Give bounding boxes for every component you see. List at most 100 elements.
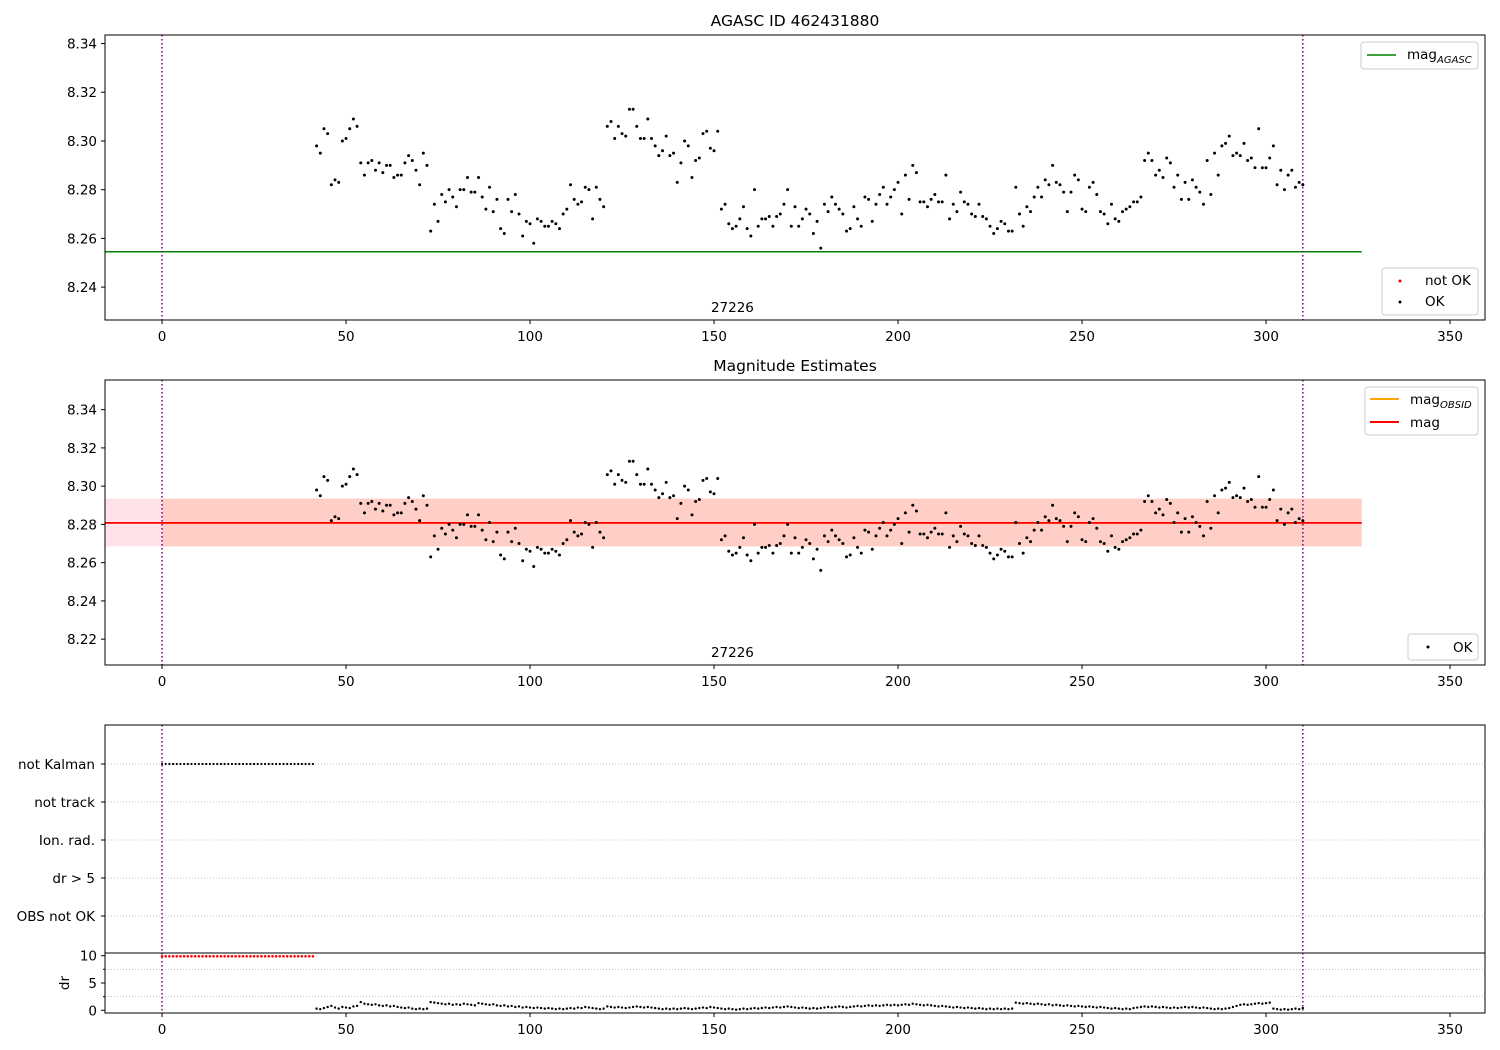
dr-point: [878, 1004, 881, 1008]
data-point: [1172, 521, 1176, 524]
data-point: [473, 524, 477, 528]
data-point: [454, 205, 458, 209]
data-point: [432, 534, 436, 538]
data-point: [1124, 207, 1128, 211]
data-point: [561, 212, 565, 216]
x-tick-label: 250: [1069, 329, 1095, 345]
dr-point: [1286, 1008, 1290, 1011]
flag-point: [282, 762, 285, 766]
data-point: [1183, 517, 1187, 521]
dr-point: [466, 1003, 469, 1006]
data-point: [984, 545, 988, 549]
data-point: [951, 534, 955, 538]
data-point: [594, 185, 598, 189]
data-point: [440, 526, 444, 530]
dr-point: [723, 1007, 727, 1011]
dr-point: [370, 1003, 373, 1007]
dr-point: [1047, 1003, 1051, 1006]
data-point: [488, 185, 492, 189]
dr-point: [966, 1006, 970, 1009]
dr-point: [1231, 1005, 1235, 1009]
data-point: [1146, 151, 1150, 155]
panel-agasc: AGASC ID 462431880 27226 0 50 100 150 200 250 30…: [67, 12, 1486, 345]
data-point: [403, 501, 407, 505]
data-point: [716, 477, 720, 481]
dr-point: [469, 1003, 473, 1007]
flag-point: [267, 762, 270, 766]
data-point: [546, 551, 550, 555]
data-point: [616, 124, 620, 128]
data-point: [1260, 166, 1264, 170]
data-point: [1032, 195, 1036, 199]
dr-point: [642, 1006, 646, 1009]
dr-point: [598, 1007, 602, 1011]
dr-point: [944, 1005, 948, 1008]
data-point: [1095, 193, 1099, 197]
data-point: [535, 545, 539, 549]
data-point: [1227, 480, 1231, 484]
data-point: [992, 232, 996, 236]
data-point: [528, 549, 532, 553]
data-point: [1165, 498, 1169, 502]
data-point: [1282, 522, 1286, 526]
data-point: [984, 217, 988, 221]
data-point: [539, 547, 543, 551]
data-point: [631, 459, 635, 463]
dr-point: [584, 1005, 587, 1009]
flag-point: [230, 762, 234, 766]
data-point: [1275, 183, 1279, 187]
data-point: [1290, 507, 1294, 511]
dr-point: [948, 1005, 951, 1009]
data-point: [1231, 154, 1235, 158]
dr-point: [436, 1001, 440, 1005]
data-point: [602, 205, 606, 209]
data-point: [1187, 197, 1191, 201]
data-point: [425, 503, 429, 507]
data-point: [1157, 507, 1161, 511]
data-point: [672, 151, 676, 155]
dr-point: [440, 1002, 443, 1005]
data-point: [741, 536, 745, 540]
data-point: [1154, 173, 1158, 177]
data-point: [348, 127, 352, 131]
data-point: [1029, 210, 1033, 214]
data-point: [874, 534, 878, 538]
data-point: [1109, 534, 1113, 538]
data-point: [532, 241, 536, 245]
data-point: [679, 161, 683, 165]
dr-clipped-point: [238, 954, 241, 958]
y-tick-label: 8.24: [67, 594, 97, 610]
data-point: [874, 202, 878, 206]
dr-point: [952, 1006, 955, 1009]
dr-point: [425, 1007, 429, 1010]
flag-point: [308, 762, 311, 766]
data-point: [852, 205, 856, 209]
dr-point: [602, 1007, 605, 1010]
dr-point: [922, 1004, 925, 1007]
data-point: [730, 553, 734, 557]
dr-point: [481, 1002, 484, 1005]
dr-clipped-point: [274, 954, 278, 958]
data-point: [407, 154, 411, 158]
data-point: [388, 163, 392, 167]
data-point: [1146, 494, 1150, 498]
dr-clipped-point: [160, 954, 164, 958]
dr-point: [613, 1006, 616, 1009]
data-point: [458, 188, 462, 192]
dr-clipped-point: [282, 954, 285, 958]
data-point: [583, 185, 587, 189]
x-tick-label: 0: [158, 674, 167, 690]
data-point: [1117, 547, 1121, 551]
dr-point: [1209, 1007, 1213, 1010]
data-point: [495, 197, 499, 201]
dr-point: [1099, 1005, 1102, 1009]
data-point: [672, 494, 676, 498]
data-point: [421, 494, 425, 498]
dr-point: [1088, 1005, 1091, 1008]
y-tick-label: 8.28: [67, 517, 97, 533]
data-point: [966, 202, 970, 206]
legend-item-mag-agasc-subscript: AGASC: [1436, 55, 1472, 66]
dr-point: [573, 1007, 576, 1010]
dr-point: [1010, 1007, 1014, 1010]
dr-point: [926, 1003, 929, 1007]
